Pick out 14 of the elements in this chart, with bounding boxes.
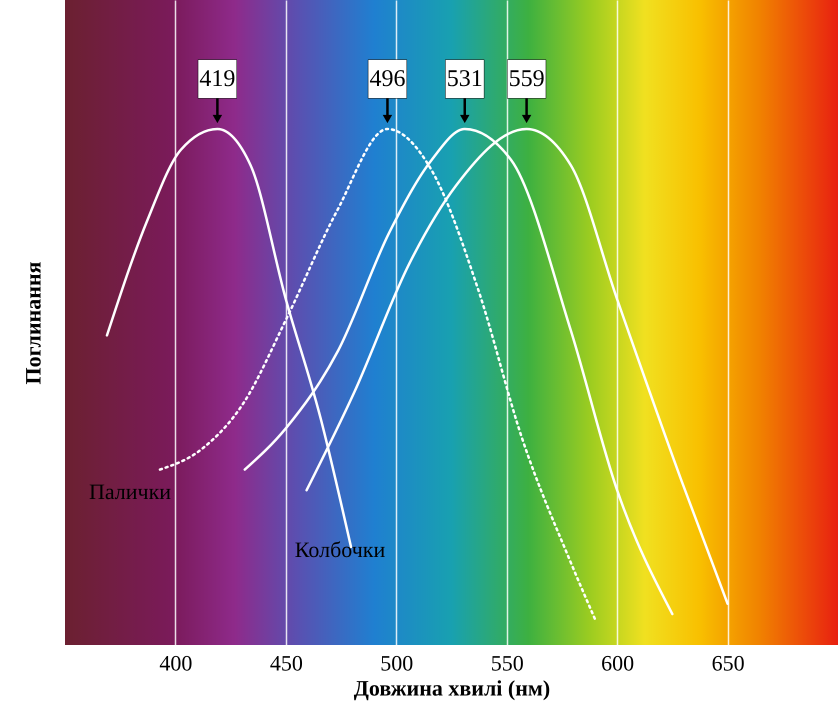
x-axis-title: Довжина хвилі (нм) bbox=[354, 676, 550, 700]
x-tick-label: 400 bbox=[159, 650, 192, 676]
annotation: 531 bbox=[446, 66, 483, 92]
x-tick-label: 500 bbox=[380, 650, 414, 676]
x-tick-label: 450 bbox=[270, 650, 303, 676]
annotation: Колбочки bbox=[294, 537, 386, 562]
annotation: 419 bbox=[199, 66, 236, 92]
annotation: 496 bbox=[369, 66, 406, 92]
x-tick-label: 550 bbox=[490, 650, 524, 676]
y-axis-title: Поглинання bbox=[20, 261, 46, 384]
x-tick-label: 600 bbox=[601, 650, 634, 676]
annotation: 559 bbox=[508, 66, 545, 92]
x-tick-label: 650 bbox=[712, 650, 745, 676]
annotation: Палички bbox=[88, 479, 172, 504]
